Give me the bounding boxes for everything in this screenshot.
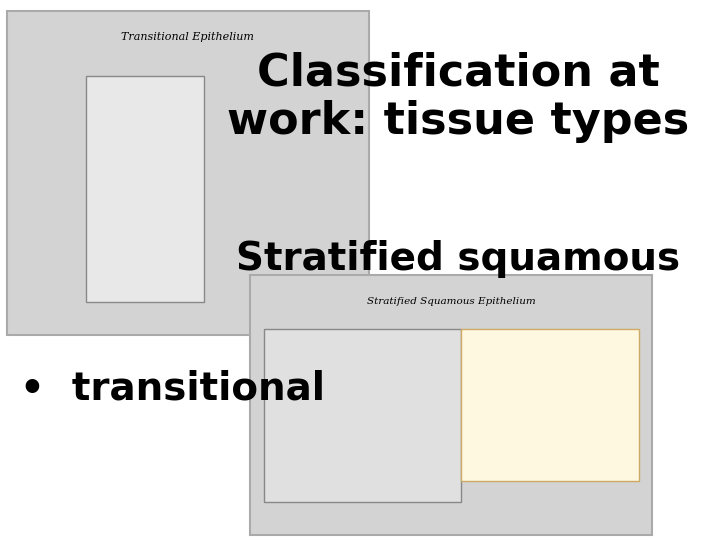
Text: Stratified Squamous Epithelium: Stratified Squamous Epithelium — [367, 297, 536, 306]
FancyBboxPatch shape — [86, 76, 204, 302]
FancyBboxPatch shape — [264, 329, 462, 502]
Text: Classification at
work: tissue types: Classification at work: tissue types — [227, 52, 689, 143]
Text: Stratified squamous: Stratified squamous — [236, 240, 680, 278]
FancyBboxPatch shape — [251, 275, 652, 535]
Text: •  transitional: • transitional — [19, 370, 325, 408]
Text: Transitional Epithelium: Transitional Epithelium — [122, 32, 254, 43]
FancyBboxPatch shape — [6, 11, 369, 335]
FancyBboxPatch shape — [462, 329, 639, 481]
